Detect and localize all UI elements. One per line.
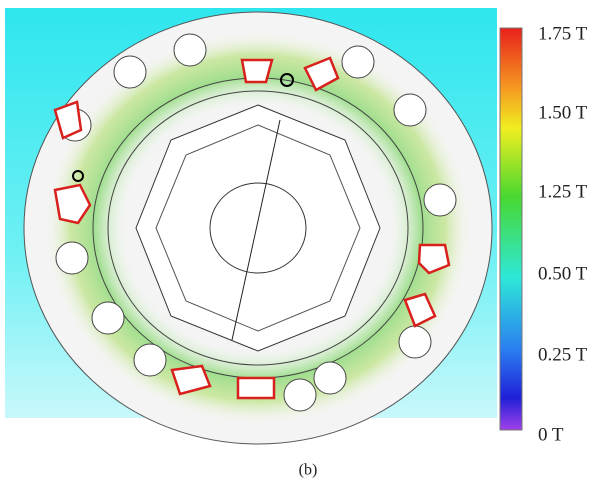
figure: 1.75 T 1.50 T 1.25 T 0.50 T 0.25 T 0 T (… <box>0 0 616 494</box>
colorbar-label: 1.25 T <box>538 181 588 202</box>
colorbar <box>500 28 522 430</box>
caption: (b) <box>299 462 318 479</box>
colorbar-label: 0.25 T <box>538 344 588 365</box>
colorbar-label: 1.75 T <box>538 23 588 44</box>
field-plot: 1.75 T 1.50 T 1.25 T 0.50 T 0.25 T 0 T (… <box>0 0 616 494</box>
motor <box>24 12 492 444</box>
colorbar-label: 1.50 T <box>538 102 588 123</box>
colorbar-label: 0 T <box>538 424 564 445</box>
colorbar-label: 0.50 T <box>538 263 588 284</box>
